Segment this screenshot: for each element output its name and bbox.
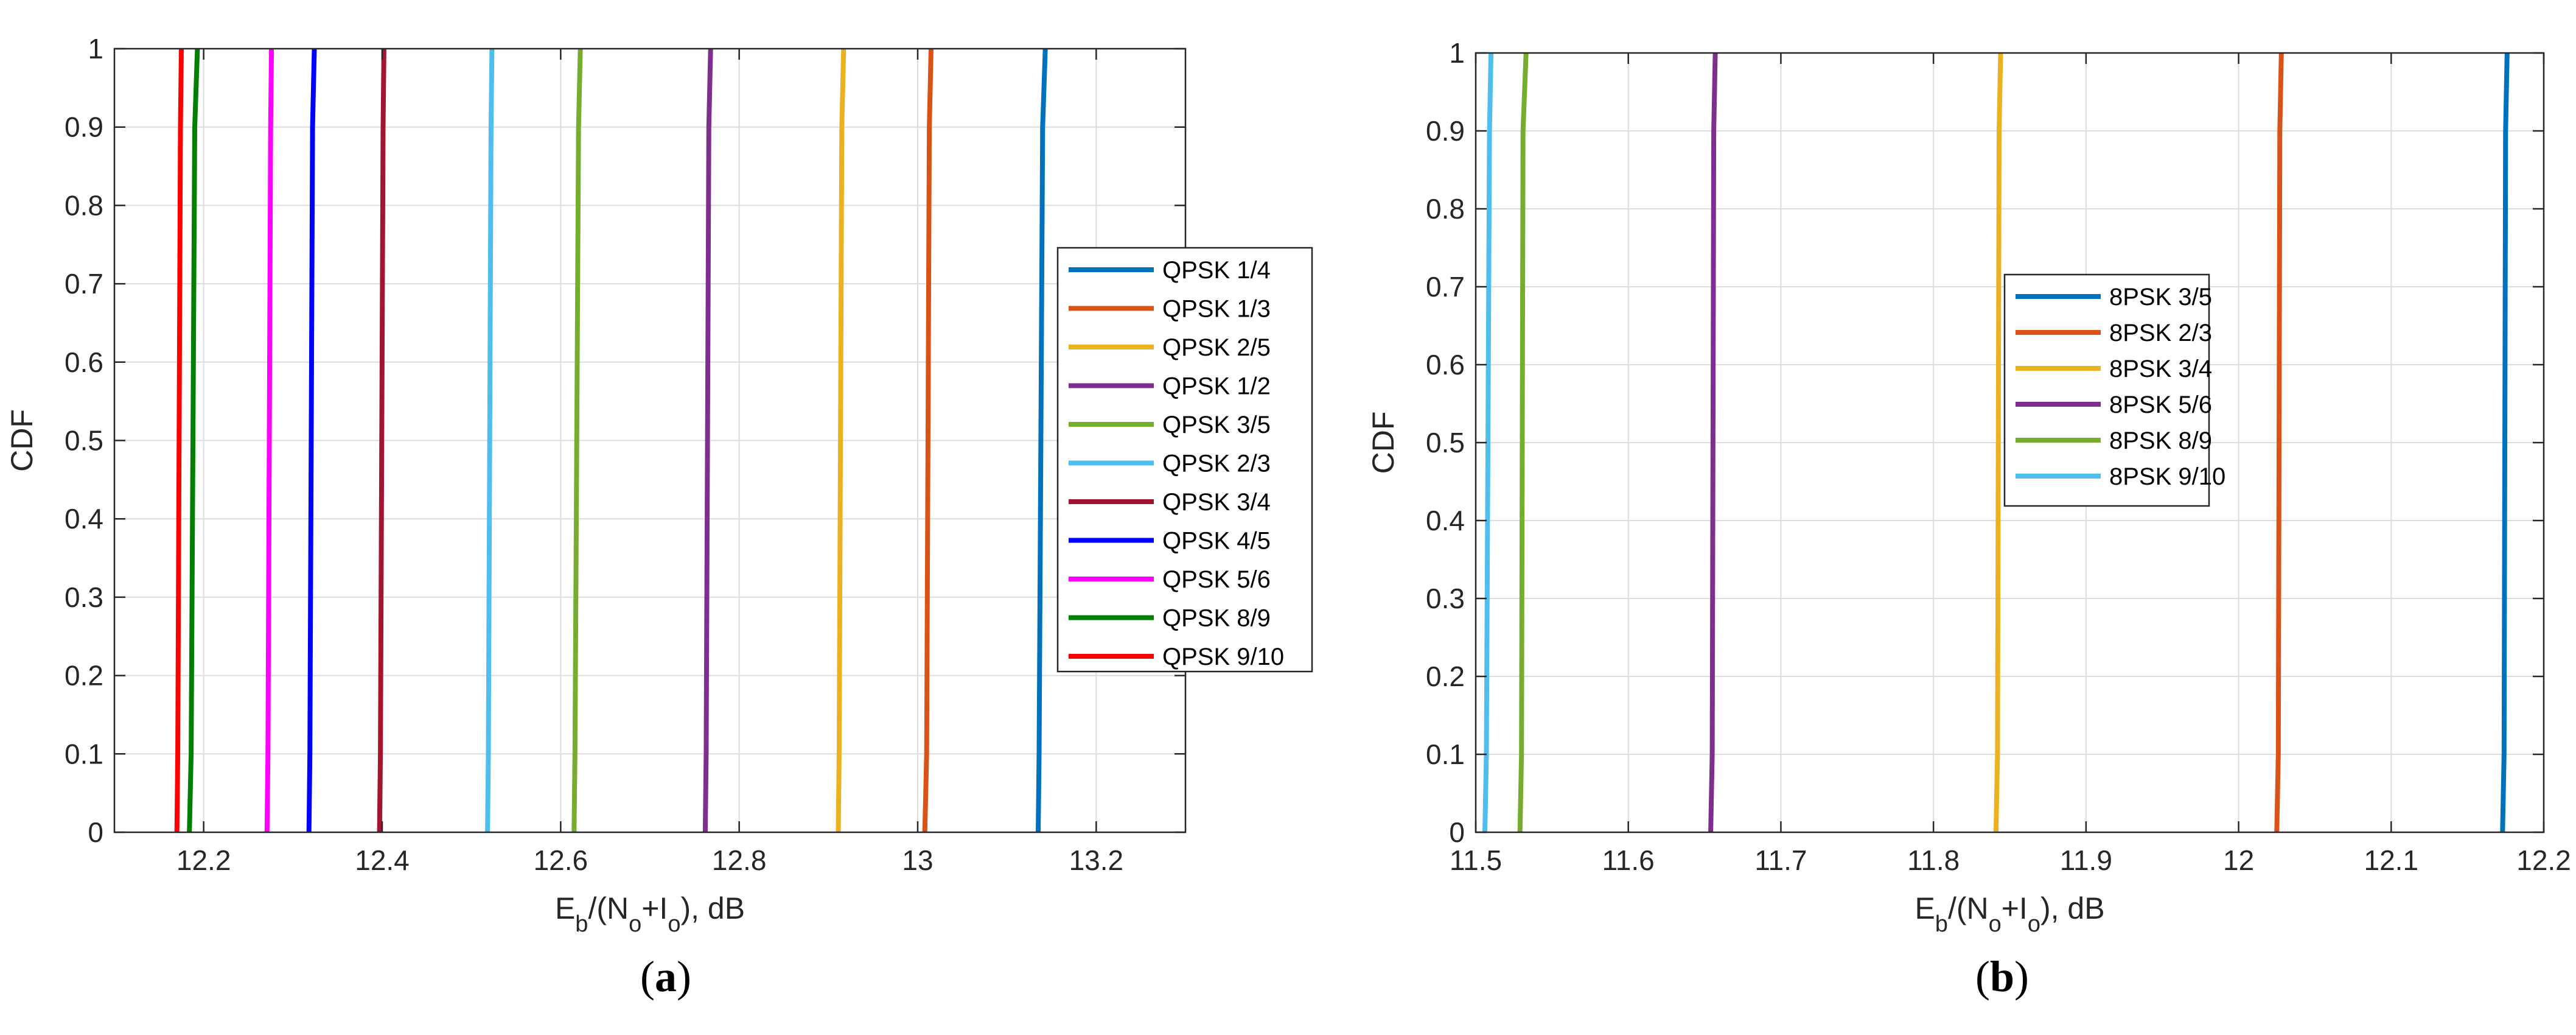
legend-entry: QPSK 1/2 [1162,373,1271,400]
y-tick-label: 0 [88,816,103,848]
y-tick-label: 0 [1449,816,1465,848]
series-line-QPSK 4/5 [306,48,317,833]
series-line-QPSK 2/3 [485,48,495,833]
series-line-8PSK 3/4 [1993,52,2003,833]
panel-caption: (a) [640,952,691,1001]
series-line-8PSK 2/3 [2274,52,2284,833]
legend-entry: QPSK 3/5 [1162,412,1271,438]
x-tick-label: 12.8 [712,844,767,876]
legend-box [2003,273,2210,507]
legend-entry: QPSK 3/4 [1162,489,1271,516]
legend-entry: QPSK 2/5 [1162,334,1271,361]
y-tick-label: 0.8 [1426,193,1465,225]
series-line-QPSK 1/3 [922,48,934,833]
x-tick-label: 12 [2223,844,2254,876]
series-line-QPSK 5/6 [264,48,274,833]
y-tick-label: 0.5 [1426,427,1465,458]
y-tick-label: 0.3 [65,581,103,613]
legend-entry: QPSK 8/9 [1162,605,1271,632]
legend-entry: 8PSK 3/4 [2109,356,2212,382]
y-tick-label: 0.7 [1426,271,1465,303]
y-tick-label: 0.4 [65,503,103,535]
x-axis-label: Eb/(No+Io), dB [555,891,745,937]
series-line-QPSK 9/10 [174,48,184,833]
x-tick-label: 11.9 [2060,844,2112,876]
y-tick-label: 0.5 [65,425,103,457]
chart-panel-a: 12.2 12.4 12.6 12.8 13 13.2 0 0.1 0.2 0.3 0.4 0.5 0.… [5,33,1313,1001]
x-tick-label: 12.2 [2516,844,2571,876]
legend-entry: QPSK 4/5 [1162,528,1271,555]
legend-entry: 8PSK 9/10 [2109,463,2225,490]
x-tick-label: 11.6 [1602,844,1655,876]
x-tick-label: 11.5 [1450,844,1502,876]
legend-entry: 8PSK 5/6 [2109,391,2212,418]
legend-entry: 8PSK 2/3 [2109,320,2212,346]
x-axis-label: Eb/(No+Io), dB [1915,891,2104,937]
y-tick-label: 0.1 [1426,739,1465,770]
y-tick-label: 1 [1449,37,1465,69]
y-tick-label: 0.7 [65,268,103,300]
series-line-QPSK 1/4 [1036,48,1048,833]
chart-panel-b: 11.5 11.6 11.7 11.8 11.9 12 12.1 12.2 0 0.1 0.2 0.3… [1366,37,2571,1001]
y-axis-label: CDF [1366,412,1400,474]
x-tick-label: 11.7 [1754,844,1807,876]
y-tick-label: 0.8 [65,189,103,221]
series-line-QPSK 2/5 [836,48,846,833]
y-tick-label: 0.4 [1426,505,1465,536]
series-line-8PSK 3/5 [2500,52,2510,833]
x-tick-label: 13 [902,844,933,876]
y-tick-label: 0.2 [1426,661,1465,692]
x-tick-label: 12.1 [2364,844,2419,876]
y-axis-label: CDF [5,409,39,472]
y-tick-label: 0.9 [1426,115,1465,147]
legend: 8PSK 3/5 8PSK 2/3 8PSK 3/4 8PSK 5/6 8PSK 8/9… [2003,273,2225,507]
y-tick-label: 0.1 [65,738,103,770]
series-line-QPSK 8/9 [187,48,200,833]
series-line-QPSK 3/4 [377,48,386,833]
legend-entry: QPSK 5/6 [1162,566,1271,593]
legend-box [1056,247,1313,673]
y-tick-label: 0.2 [65,660,103,692]
series-line-8PSK 5/6 [1708,52,1718,833]
x-tick-label: 13.2 [1069,844,1124,876]
series-line-8PSK 8/9 [1517,52,1529,833]
x-tick-label: 12.6 [534,844,588,876]
legend-entry: QPSK 1/3 [1162,296,1271,323]
series-line-QPSK 1/2 [702,48,713,833]
x-tick-label: 12.4 [355,844,410,876]
x-tick-label: 11.8 [1907,844,1960,876]
legend-entry: QPSK 2/3 [1162,451,1271,477]
x-tick-label: 12.2 [176,844,231,876]
series-line-8PSK 9/10 [1482,52,1494,833]
legend-entry: 8PSK 8/9 [2109,427,2212,454]
panel-caption: (b) [1975,952,2029,1001]
legend-entry: QPSK 1/4 [1162,257,1271,284]
grid [114,48,1185,833]
legend-entry: 8PSK 3/5 [2109,284,2212,310]
series-line-QPSK 3/5 [571,48,583,833]
y-tick-label: 0.3 [1426,583,1465,614]
y-tick-label: 1 [88,33,103,65]
legend-entry: QPSK 9/10 [1162,644,1284,670]
legend: QPSK 1/4 QPSK 1/3 QPSK 2/5 QPSK 1/2 QPSK 3/5… [1056,247,1313,673]
y-tick-label: 0.6 [1426,349,1465,381]
y-tick-label: 0.9 [65,111,103,143]
y-tick-label: 0.6 [65,346,103,378]
